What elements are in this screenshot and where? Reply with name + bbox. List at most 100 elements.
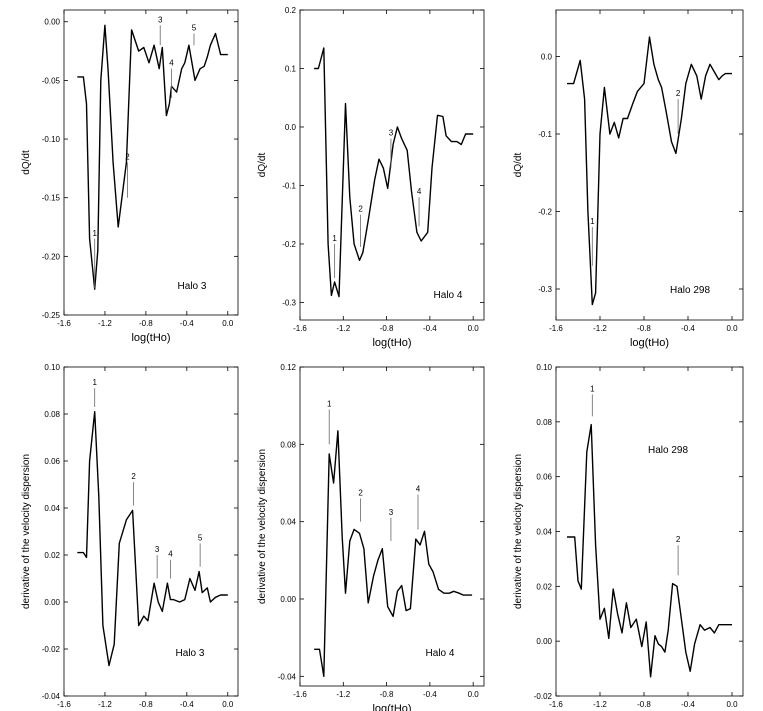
y-axis-label: derivative of the velocity dispersion <box>21 454 32 609</box>
x-tick-label: -0.4 <box>681 700 695 709</box>
x-tick-label: -1.6 <box>57 319 71 328</box>
y-tick-label: -0.20 <box>42 252 61 261</box>
y-tick-label: 0.08 <box>44 410 60 419</box>
x-tick-label: -0.8 <box>380 324 394 333</box>
panel-top-left-halo-3-dqdt: -1.6 -1.2 -0.8 -0.4 0.0 -0.25 -0.20 -0.15 -0.10 -… <box>21 9 239 344</box>
annotation-label: 2 <box>125 153 130 162</box>
annotation-label: 2 <box>676 89 681 98</box>
x-tick-label: -1.6 <box>549 324 563 333</box>
x-tick-label: -0.4 <box>681 324 695 333</box>
plot-frame <box>63 9 239 316</box>
y-tick-label: 0.2 <box>285 6 297 15</box>
series-line <box>567 423 732 678</box>
x-tick-label: 0.0 <box>222 700 234 709</box>
panel-top-middle-halo-4-dqdt: -1.6 -1.2 -0.8 -0.4 0.0 -0.3 -0.2 -0.1 0.0 0.1 0.2… <box>257 6 485 349</box>
annotation-label: 2 <box>131 472 136 481</box>
y-tick-label: -0.25 <box>42 311 61 320</box>
series-line <box>314 430 473 677</box>
x-tick-label: -1.2 <box>98 700 112 709</box>
annotation-label: 2 <box>358 488 363 497</box>
x-tick-label: -0.4 <box>423 690 437 699</box>
y-tick-label: 0.08 <box>536 418 552 427</box>
x-tick-label: -0.8 <box>637 324 651 333</box>
x-tick-label: 0.0 <box>468 324 480 333</box>
plot-frame <box>63 366 239 697</box>
panel-bottom-left-halo-3-velocity-dispersion: -1.6 -1.2 -0.8 -0.4 0.0 -0.04 -0.02 0.00 0.02 0.0… <box>21 363 239 709</box>
x-tick-label: -1.2 <box>98 319 112 328</box>
y-tick-label: 0.10 <box>44 363 60 372</box>
x-axis-label: log(tHo) <box>630 337 669 349</box>
x-tick-label: -0.4 <box>423 324 437 333</box>
annotation-label: 2 <box>358 205 363 214</box>
legend-label: Halo 4 <box>434 290 463 301</box>
annotation-label: 3 <box>155 545 160 554</box>
x-axis-label: log(tHo) <box>372 337 411 349</box>
annotation-label: 5 <box>192 23 197 32</box>
y-tick-label: -0.04 <box>278 672 297 681</box>
y-tick-label: -0.1 <box>538 130 552 139</box>
y-tick-label: -0.2 <box>538 208 552 217</box>
x-tick-label: -0.4 <box>180 700 194 709</box>
annotation-label: 1 <box>332 234 337 243</box>
annotation-label: 1 <box>590 217 595 226</box>
annotation-label: 2 <box>676 535 681 544</box>
legend-label: Halo 298 <box>670 285 710 296</box>
x-axis-label: log(tHo) <box>372 703 411 711</box>
y-tick-label: -0.10 <box>42 135 61 144</box>
panel-bottom-right-halo-298-velocity-dispersion: -1.6 -1.2 -0.8 -0.4 0.0 -0.02 0.00 0.02 0.04 0.06… <box>513 363 744 709</box>
x-tick-label: -1.2 <box>593 324 607 333</box>
x-tick-label: -1.6 <box>549 700 563 709</box>
annotation-label: 4 <box>417 187 422 196</box>
y-tick-label: 0.00 <box>44 598 60 607</box>
y-axis-label: derivative of the velocity dispersion <box>257 449 268 604</box>
annotation-label: 1 <box>590 384 595 393</box>
legend-label: Halo 3 <box>178 281 207 292</box>
x-tick-label: -0.8 <box>139 319 153 328</box>
y-tick-label: 0.0 <box>541 53 553 62</box>
panel-bottom-middle-halo-4-velocity-dispersion: -1.6 -1.2 -0.8 -0.4 0.0 -0.04 0.00 0.04 0.08 0.12… <box>257 363 485 711</box>
y-tick-label: -0.15 <box>42 194 61 203</box>
legend-label: Halo 3 <box>176 648 205 659</box>
x-tick-label: -1.2 <box>593 700 607 709</box>
x-tick-label: -1.6 <box>57 700 71 709</box>
y-axis-label: dQ/dt <box>21 150 32 175</box>
annotation-label: 4 <box>168 550 173 559</box>
y-tick-label: 0.10 <box>536 363 552 372</box>
y-tick-label: -0.3 <box>282 298 296 307</box>
y-tick-label: -0.04 <box>42 692 61 701</box>
plot-frame <box>299 366 485 687</box>
y-tick-label: 0.06 <box>536 473 552 482</box>
y-axis-label: dQ/dt <box>257 153 268 178</box>
panel-top-right-halo-298-dqdt: -1.6 -1.2 -0.8 -0.4 0.0 -0.3 -0.2 -0.1 0.0 log(tH… <box>513 9 744 349</box>
x-tick-label: -0.8 <box>139 700 153 709</box>
legend-label: Halo 4 <box>426 648 455 659</box>
y-tick-label: 0.04 <box>280 518 296 527</box>
y-tick-label: -0.2 <box>282 240 296 249</box>
x-tick-label: -1.2 <box>336 324 350 333</box>
y-tick-label: -0.02 <box>534 692 553 701</box>
x-tick-label: -0.8 <box>637 700 651 709</box>
annotation-label: 3 <box>389 508 394 517</box>
plot-frame <box>299 9 485 321</box>
y-tick-label: 0.04 <box>44 504 60 513</box>
legend-label: Halo 298 <box>648 445 688 456</box>
x-tick-label: 0.0 <box>726 700 738 709</box>
series-line <box>314 47 474 298</box>
x-tick-label: -1.2 <box>336 690 350 699</box>
series-line <box>77 24 228 290</box>
x-tick-label: -1.6 <box>293 690 307 699</box>
x-tick-label: -0.4 <box>180 319 194 328</box>
x-tick-label: 0.0 <box>468 690 480 699</box>
x-axis-label: log(tHo) <box>131 332 170 344</box>
annotation-label: 1 <box>92 229 97 238</box>
annotation-label: 4 <box>169 59 174 68</box>
y-tick-label: -0.02 <box>42 645 61 654</box>
y-tick-label: 0.12 <box>280 363 296 372</box>
annotation-label: 3 <box>158 15 163 24</box>
y-tick-label: 0.02 <box>536 582 552 591</box>
y-tick-label: 0.00 <box>44 18 60 27</box>
annotation-label: 4 <box>416 485 421 494</box>
y-tick-label: 0.1 <box>285 64 297 73</box>
y-tick-label: 0.02 <box>44 551 60 560</box>
